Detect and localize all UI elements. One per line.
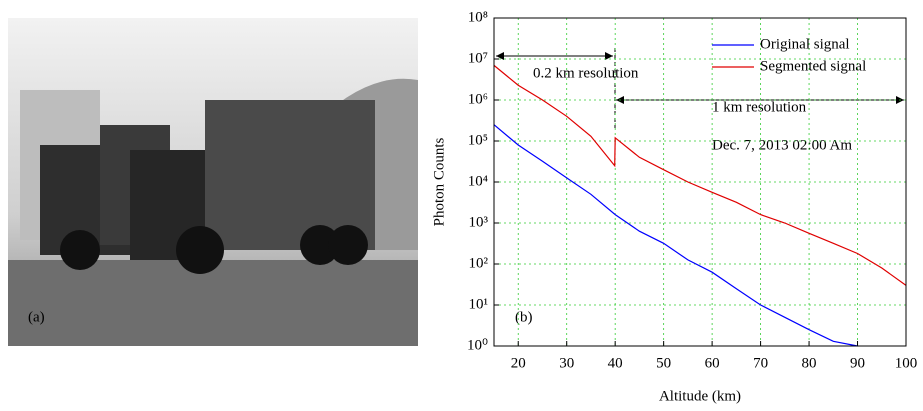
- y-tick-label: 10⁴: [468, 173, 488, 189]
- annotation: Dec. 7, 2013 02:00 Am: [712, 137, 852, 153]
- y-tick-label: 10⁵: [468, 132, 488, 148]
- photo: (a): [8, 18, 418, 346]
- legend-label: Original signal: [760, 36, 850, 52]
- x-tick-label: 90: [850, 355, 865, 371]
- y-tick-label: 10²: [469, 255, 489, 271]
- x-tick-label: 20: [511, 355, 526, 371]
- x-tick-label: 30: [559, 355, 574, 371]
- series-line: [493, 124, 858, 347]
- x-tick-label: 100: [895, 355, 918, 371]
- y-tick-label: 10¹: [469, 296, 489, 312]
- x-tick-label: 80: [802, 355, 817, 371]
- x-tick-label: 40: [608, 355, 623, 371]
- plot-frame: [493, 17, 907, 347]
- y-tick-label: 10⁷: [468, 50, 488, 66]
- legend-label: Segmented signal: [760, 58, 866, 74]
- y-tick-label: 10⁶: [468, 91, 488, 107]
- y-axis-title: Photon Counts: [431, 137, 447, 226]
- y-tick-label: 10⁰: [467, 337, 488, 353]
- series-line: [493, 64, 907, 286]
- panel-label: (a): [28, 309, 45, 325]
- x-tick-label: 70: [753, 355, 768, 371]
- x-tick-label: 60: [705, 355, 720, 371]
- annotation: 0.2 km resolution: [533, 65, 639, 81]
- annotation: 1 km resolution: [712, 99, 807, 115]
- y-tick-label: 10⁸: [468, 9, 488, 25]
- panel-label: (b): [515, 309, 533, 325]
- y-tick-label: 10³: [469, 214, 489, 230]
- x-tick-label: 50: [656, 355, 671, 371]
- x-axis-title: Altitude (km): [659, 388, 741, 404]
